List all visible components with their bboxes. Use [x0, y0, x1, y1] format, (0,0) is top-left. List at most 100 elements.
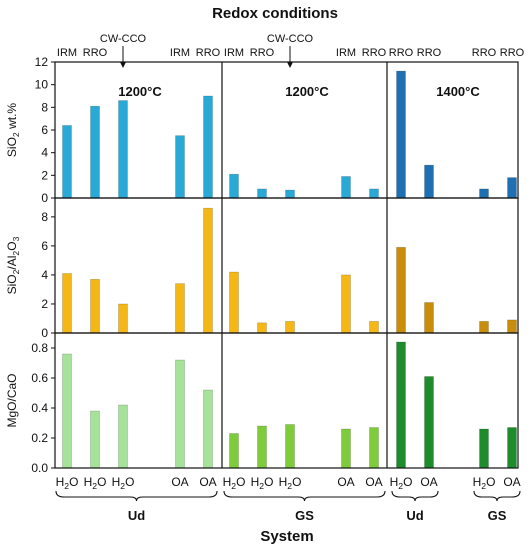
bar [285, 189, 295, 199]
cw-cco-arrowhead [287, 62, 293, 68]
redox-label: RRO [250, 47, 275, 59]
bar [257, 322, 267, 334]
x-tick-label: H2O [251, 475, 274, 491]
group-brace [55, 490, 218, 502]
y-tick-label: 4 [41, 146, 48, 160]
group-brace [391, 490, 439, 502]
bar [369, 188, 379, 199]
y-axis-label: MgO/CaO [5, 373, 19, 427]
bar [424, 302, 434, 334]
redox-label: RRO [500, 47, 525, 59]
temperature-label: 1200°C [118, 84, 162, 99]
bar [257, 188, 267, 199]
x-tick-label: H2O [84, 475, 107, 491]
x-tick-label: OA [503, 475, 520, 489]
bar [424, 164, 434, 199]
redox-label: RRO [389, 47, 414, 59]
y-axis-label: SiO2 wt.% [5, 103, 21, 157]
y-tick-label: 8 [41, 100, 48, 114]
bar [175, 283, 185, 334]
temperature-label: 1200°C [285, 84, 329, 99]
chart-title: Redox conditions [212, 5, 338, 22]
y-tick-label: 12 [35, 55, 49, 69]
y-tick-label: 2 [41, 297, 48, 311]
bar [203, 389, 213, 469]
group-brace [473, 490, 521, 502]
bar [90, 105, 100, 199]
bar [424, 376, 434, 469]
y-tick-label: 0.6 [31, 371, 48, 385]
x-tick-label: H2O [56, 475, 79, 491]
redox-label: RRO [362, 47, 387, 59]
x-tick-label: OA [199, 475, 216, 489]
bar [118, 100, 128, 199]
redox-label: CW-CCO [100, 33, 147, 45]
bar [175, 135, 185, 199]
bar [285, 321, 295, 334]
panel-frame [54, 332, 519, 469]
x-tick-label: OA [337, 475, 354, 489]
x-tick-label: OA [171, 475, 188, 489]
y-tick-label: 0 [41, 191, 48, 205]
bar [369, 321, 379, 334]
redox-label: CW-CCO [267, 33, 314, 45]
x-tick-label: H2O [223, 475, 246, 491]
bar [229, 173, 239, 199]
bar [479, 321, 489, 334]
bar [479, 428, 489, 469]
bar [396, 247, 406, 334]
bar [229, 271, 239, 334]
temperature-label: 1400°C [436, 84, 480, 99]
y-tick-label: 10 [35, 78, 49, 92]
y-tick-label: 0.0 [31, 461, 48, 475]
bar [118, 303, 128, 334]
x-axis-title: System [260, 528, 313, 545]
group-brace [223, 490, 386, 502]
system-group-label: Ud [406, 508, 423, 523]
cw-cco-arrowhead [120, 62, 126, 68]
x-tick-label: H2O [473, 475, 496, 491]
redox-label: RRO [83, 47, 108, 59]
bar [203, 95, 213, 199]
bar [396, 70, 406, 199]
y-tick-label: 2 [41, 168, 48, 182]
bar [257, 425, 267, 469]
bar [507, 427, 517, 469]
bar [507, 177, 517, 199]
bar [62, 125, 72, 199]
y-tick-label: 0.8 [31, 341, 48, 355]
y-tick-label: 0.4 [31, 401, 48, 415]
y-tick-label: 0.2 [31, 431, 48, 445]
bar [62, 273, 72, 334]
y-tick-label: 6 [41, 239, 48, 253]
redox-label: IRM [170, 47, 190, 59]
x-tick-label: H2O [390, 475, 413, 491]
bar [396, 341, 406, 469]
bar [203, 207, 213, 334]
redox-label: RRO [196, 47, 221, 59]
redox-label: IRM [336, 47, 356, 59]
bar [285, 424, 295, 469]
redox-label: IRM [224, 47, 244, 59]
bar [62, 353, 72, 469]
y-tick-label: 6 [41, 123, 48, 137]
x-tick-label: H2O [112, 475, 135, 491]
bar [90, 278, 100, 334]
bar [507, 319, 517, 334]
y-tick-label: 8 [41, 210, 48, 224]
y-tick-label: 4 [41, 268, 48, 282]
system-group-label: GS [295, 508, 314, 523]
redox-label: IRM [57, 47, 77, 59]
bar [118, 404, 128, 469]
bar [229, 433, 239, 469]
system-group-label: GS [488, 508, 507, 523]
bar [341, 274, 351, 334]
system-group-label: Ud [128, 508, 145, 523]
y-axis-label: SiO2/Al2O3 [5, 236, 21, 294]
redox-label: RRO [417, 47, 442, 59]
x-tick-label: OA [365, 475, 382, 489]
bar [341, 428, 351, 469]
x-tick-label: OA [420, 475, 437, 489]
redox-label: RRO [472, 47, 497, 59]
